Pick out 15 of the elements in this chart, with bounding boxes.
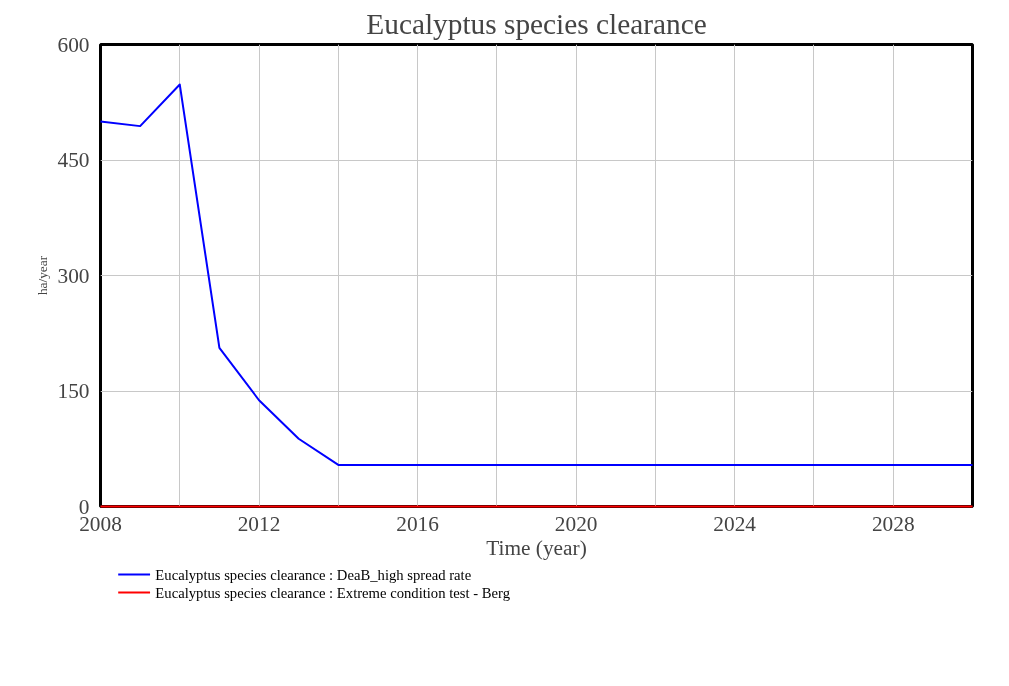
y-tick-label: 150 [57,379,90,403]
x-tick-label: 2020 [554,511,598,536]
y-tick-label: 450 [57,148,90,172]
legend-label: Eucalyptus species clearance : Extreme condition test - Berg [155,584,511,601]
y-tick-label: 300 [57,263,90,288]
legend-label: Eucalyptus species clearance : DeaB_high spread rate [155,566,472,583]
y-axis-title: ha/year [34,255,50,296]
line-series [99,83,974,466]
x-tick-label: 2012 [237,511,281,536]
x-tick-label: 2016 [396,511,440,536]
x-tick-label: 2028 [871,511,915,536]
y-tick-label: 600 [57,32,90,57]
chart-title: Eucalyptus species clearance [366,7,707,40]
x-axis-title: Time (year) [486,535,587,560]
x-tick-label: 2024 [713,511,757,536]
